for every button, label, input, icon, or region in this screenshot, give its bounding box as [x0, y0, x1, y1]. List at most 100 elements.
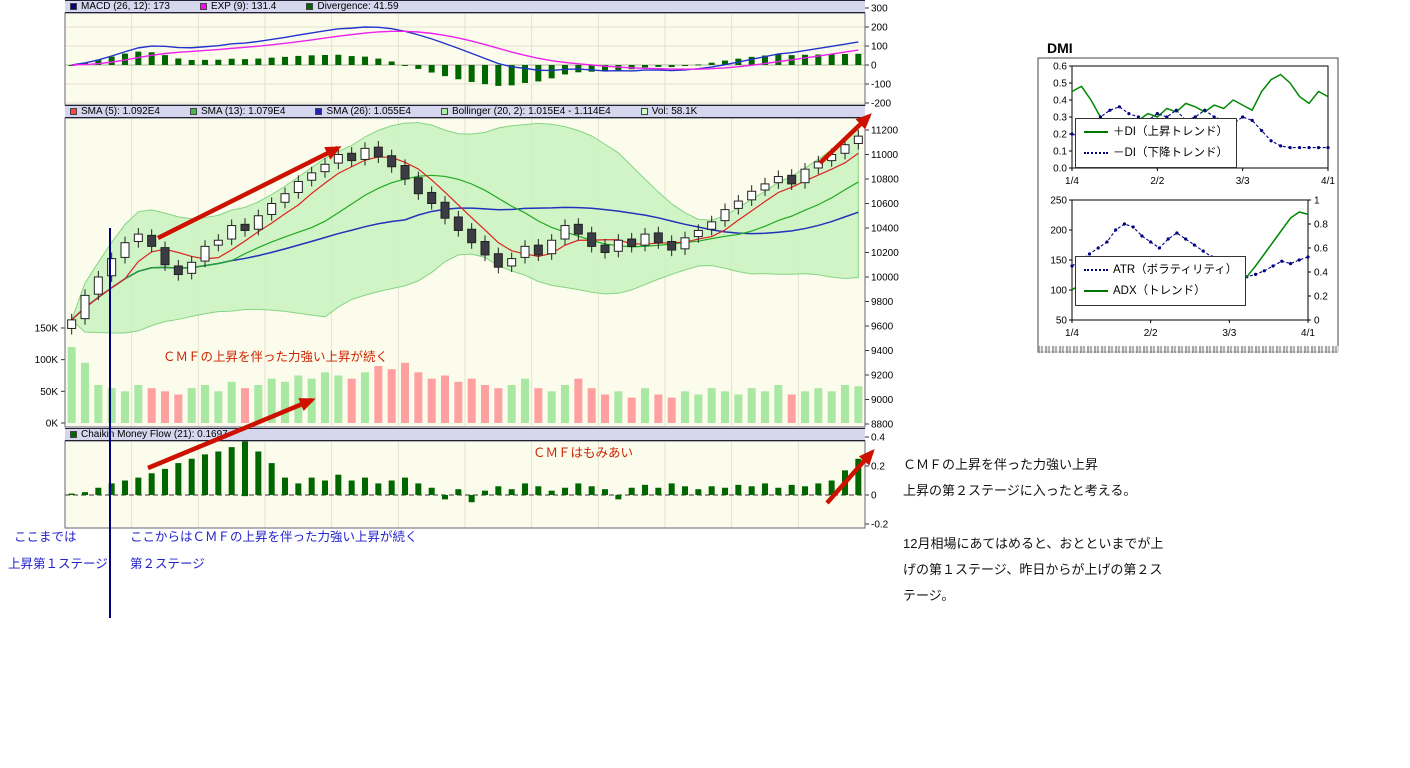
- navy-dotted-sample-icon: [1084, 151, 1108, 154]
- svg-text:200: 200: [1050, 226, 1067, 237]
- svg-text:9000: 9000: [871, 395, 894, 406]
- cmf-legend-bar: Chaikin Money Flow (21): 0.1697: [65, 428, 865, 441]
- svg-text:1/4: 1/4: [1065, 176, 1079, 187]
- svg-text:100: 100: [1050, 286, 1067, 297]
- svg-text:200: 200: [871, 23, 888, 34]
- svg-text:0.4: 0.4: [1053, 96, 1067, 107]
- svg-text:2/2: 2/2: [1144, 328, 1158, 339]
- svg-text:50: 50: [1056, 316, 1068, 327]
- svg-text:-200: -200: [871, 99, 891, 110]
- legend-item: SMA (26): 1.055E4: [315, 106, 411, 117]
- svg-text:300: 300: [871, 4, 888, 15]
- svg-text:0.3: 0.3: [1053, 113, 1067, 124]
- right-comment-block-1: ＣＭＦの上昇を伴った力強い上昇 上昇の第２ステージに入ったと考える。: [903, 452, 1203, 504]
- legend-item: MACD (26, 12): 173: [70, 1, 170, 12]
- legend-label: Bollinger (20, 2): 1.015E4 - 1.114E4: [451, 106, 611, 117]
- legend-swatch-icon: [440, 108, 448, 115]
- svg-text:10800: 10800: [871, 175, 899, 186]
- svg-text:1/4: 1/4: [1065, 328, 1079, 339]
- legend-row: ADX（トレンド）: [1084, 281, 1237, 302]
- legend-swatch-icon: [315, 108, 323, 115]
- legend-label: ATR（ボラティリティ）: [1113, 264, 1238, 276]
- comment-line: げの第１ステージ、昨日からが上げの第２ス: [903, 562, 1163, 577]
- svg-text:9600: 9600: [871, 322, 894, 333]
- svg-text:0: 0: [871, 491, 877, 502]
- svg-text:50K: 50K: [40, 387, 58, 398]
- svg-text:0: 0: [871, 61, 877, 72]
- legend-swatch-icon: [70, 108, 77, 115]
- svg-text:0.2: 0.2: [1314, 292, 1328, 303]
- green-line-sample-icon: [1084, 130, 1108, 133]
- svg-text:-100: -100: [871, 80, 891, 91]
- svg-text:4/1: 4/1: [1321, 176, 1335, 187]
- svg-text:0.6: 0.6: [1314, 244, 1328, 255]
- legend-item: Vol: 58.1K: [640, 106, 698, 117]
- svg-text:150: 150: [1050, 256, 1067, 267]
- legend-swatch-icon: [70, 431, 77, 438]
- legend-swatch-icon: [199, 3, 207, 10]
- svg-text:0.4: 0.4: [871, 433, 885, 444]
- legend-label: Divergence: 41.59: [317, 1, 399, 12]
- svg-text:9200: 9200: [871, 371, 894, 382]
- main-price-macd-cmf-chart: 300 200 100 0 -100 -200 11200 11000 10800 10600 10…: [35, 4, 900, 531]
- blue-note-from-here: ここからはＣＭＦの上昇を伴った力強い上昇が続く: [130, 530, 418, 544]
- svg-text:3/3: 3/3: [1236, 176, 1250, 187]
- legend-swatch-icon: [640, 108, 648, 115]
- legend-label: SMA (13): 1.079E4: [200, 106, 286, 117]
- svg-text:-0.2: -0.2: [871, 520, 889, 531]
- comment-line: テージ。: [903, 588, 955, 603]
- price-legend-bar: SMA (5): 1.092E4 SMA (13): 1.079E4 SMA (26…: [65, 105, 865, 118]
- legend-item: SMA (5): 1.092E4: [70, 106, 160, 117]
- legend-label: Chaikin Money Flow (21): 0.1697: [81, 429, 228, 440]
- green-line-sample-icon: [1084, 289, 1108, 292]
- blue-note-until-here: ここまでは: [14, 530, 77, 544]
- svg-text:11200: 11200: [871, 126, 899, 137]
- svg-text:100: 100: [871, 42, 888, 53]
- red-note-uptrend: ＣＭＦの上昇を伴った力強い上昇が続く: [163, 350, 389, 364]
- legend-item: Chaikin Money Flow (21): 0.1697: [70, 429, 228, 440]
- svg-text:2/2: 2/2: [1150, 176, 1164, 187]
- svg-text:0.2: 0.2: [871, 462, 885, 473]
- legend-label: EXP (9): 131.4: [210, 1, 277, 12]
- dmi-atr-adx-chart: 0.60.50.40.30.20.10.01/4 2/2 3/3 4/12502001…: [1037, 57, 1339, 353]
- blue-note-stage1: 上昇第１ステージ: [8, 557, 108, 571]
- svg-text:4/1: 4/1: [1301, 328, 1315, 339]
- svg-text:10000: 10000: [871, 273, 899, 284]
- svg-text:0K: 0K: [46, 419, 59, 430]
- svg-text:0.1: 0.1: [1053, 147, 1067, 158]
- svg-text:9800: 9800: [871, 297, 894, 308]
- svg-text:250: 250: [1050, 196, 1067, 207]
- comment-line: ＣＭＦの上昇を伴った力強い上昇: [903, 457, 1099, 472]
- svg-text:10600: 10600: [871, 199, 899, 210]
- svg-text:9400: 9400: [871, 346, 894, 357]
- legend-label: SMA (26): 1.055E4: [326, 106, 411, 117]
- svg-text:0.4: 0.4: [1314, 268, 1328, 279]
- legend-item: SMA (13): 1.079E4: [189, 106, 286, 117]
- svg-text:150K: 150K: [35, 324, 59, 335]
- svg-text:0.0: 0.0: [1053, 164, 1067, 175]
- red-note-cmf-range: ＣＭＦはもみあい: [533, 446, 634, 460]
- svg-text:0.5: 0.5: [1053, 79, 1067, 90]
- svg-text:10200: 10200: [871, 248, 899, 259]
- legend-label: ADX（トレンド）: [1113, 285, 1206, 297]
- legend-item: Divergence: 41.59: [306, 1, 399, 12]
- legend-label: －DI（下降トレンド）: [1113, 147, 1228, 159]
- fine-print-placeholder: [1038, 346, 1339, 353]
- legend-row: ATR（ボラティリティ）: [1084, 260, 1237, 281]
- legend-row: ＋DI（上昇トレンド）: [1084, 122, 1228, 143]
- legend-label: Vol: 58.1K: [651, 106, 698, 117]
- legend-item: EXP (9): 131.4: [199, 1, 277, 12]
- comment-line: 12月相場にあてはめると、おとといまでが上: [903, 536, 1164, 551]
- svg-text:1: 1: [1314, 196, 1320, 207]
- blue-note-stage2: 第２ステージ: [130, 557, 205, 571]
- legend-row: －DI（下降トレンド）: [1084, 143, 1228, 164]
- comment-line: 上昇の第２ステージに入ったと考える。: [903, 483, 1137, 498]
- legend-label: MACD (26, 12): 173: [81, 1, 170, 12]
- right-comment-block-2: 12月相場にあてはめると、おとといまでが上 げの第１ステージ、昨日からが上げの第…: [903, 531, 1203, 609]
- svg-text:0: 0: [1314, 316, 1320, 327]
- legend-label: SMA (5): 1.092E4: [81, 106, 160, 117]
- svg-text:3/3: 3/3: [1222, 328, 1236, 339]
- svg-text:11000: 11000: [871, 150, 899, 161]
- legend-swatch-icon: [306, 3, 314, 10]
